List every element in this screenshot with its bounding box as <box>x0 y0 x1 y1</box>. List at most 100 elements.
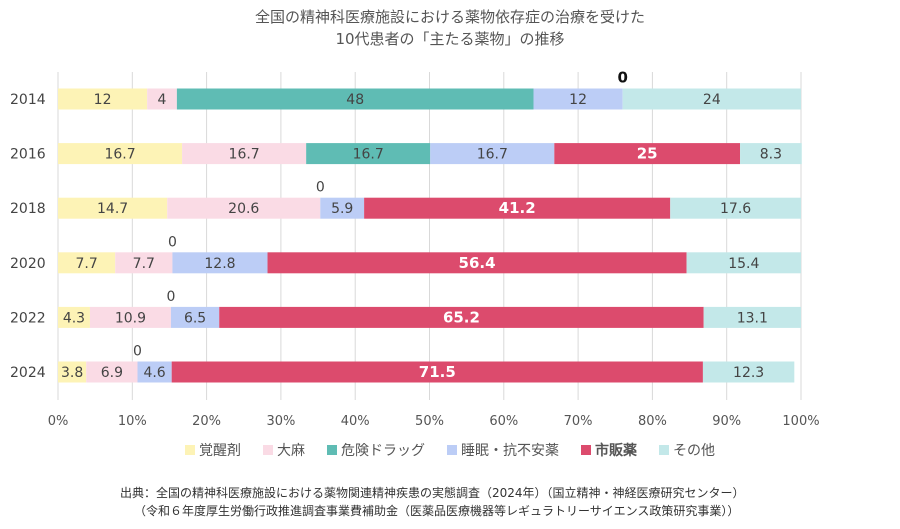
y-tick-label-2018: 2018 <box>10 201 46 217</box>
bar-2018-3 <box>320 197 365 219</box>
data-label-2020-5: 15.4 <box>728 256 759 272</box>
x-tick-label-0: 0% <box>48 414 69 429</box>
legend-item-5: その他 <box>659 440 715 460</box>
bar-2020-5 <box>686 252 801 274</box>
bar-2022-4 <box>219 306 704 328</box>
legend-item-0: 覚醒剤 <box>185 440 241 460</box>
chart-title: 全国の精神科医療施設における薬物依存症の治療を受けた 10代患者の「主たる薬物」… <box>0 6 900 50</box>
data-label-2018-0: 14.7 <box>97 201 128 217</box>
data-label-2018-2: 0 <box>316 180 325 196</box>
data-label-2022-2: 0 <box>166 289 175 305</box>
bar-2016-3 <box>430 143 555 165</box>
data-label-2022-1: 10.9 <box>115 310 146 326</box>
legend-label-1: 大麻 <box>277 443 305 459</box>
legend-label-4: 市販薬 <box>595 443 637 459</box>
legend-label-3: 睡眠・抗不安薬 <box>461 443 559 459</box>
bar-2022-0 <box>58 306 90 328</box>
bar-2018-5 <box>670 197 801 219</box>
bar-2020-0 <box>58 252 116 274</box>
legend-item-3: 睡眠・抗不安薬 <box>447 440 559 460</box>
data-label-2022-0: 4.3 <box>63 310 85 326</box>
legend-label-0: 覚醒剤 <box>199 443 241 459</box>
bar-2022-1 <box>89 306 171 328</box>
data-label-2016-3: 16.7 <box>477 147 508 163</box>
data-label-2016-5: 8.3 <box>760 147 782 163</box>
data-label-2020-4: 56.4 <box>459 254 496 272</box>
data-label-2014-0: 12 <box>94 92 112 108</box>
data-label-2014-3: 12 <box>569 92 587 108</box>
chart-legend: 覚醒剤 大麻 危険ドラッグ 睡眠・抗不安薬 市販薬 その他 <box>0 440 900 460</box>
y-tick-label-2020: 2020 <box>10 256 46 272</box>
x-tick-label-10: 100% <box>782 414 819 429</box>
data-label-2018-4: 41.2 <box>499 199 536 217</box>
data-label-2024-0: 3.8 <box>61 365 83 381</box>
x-tick-label-3: 30% <box>266 414 295 429</box>
data-label-2016-0: 16.7 <box>104 147 135 163</box>
bar-2022-5 <box>703 306 801 328</box>
x-tick-label-9: 90% <box>712 414 741 429</box>
y-tick-label-2024: 2024 <box>10 365 46 381</box>
legend-item-4: 市販薬 <box>581 440 637 460</box>
data-label-2018-5: 17.6 <box>720 201 751 217</box>
source-line-1: 出典：全国の精神科医療施設における薬物関連精神疾患の実態調査（2024年）（国立… <box>120 486 745 500</box>
bar-2022-3 <box>170 306 220 328</box>
x-tick-label-5: 50% <box>415 414 444 429</box>
bar-2014-2 <box>176 88 534 110</box>
bar-2016-0 <box>58 143 183 165</box>
bar-2018-0 <box>58 197 168 219</box>
bar-2014-3 <box>533 88 623 110</box>
legend-label-2: 危険ドラッグ <box>341 443 425 459</box>
x-tick-label-2: 20% <box>192 414 221 429</box>
legend-swatch-0 <box>185 445 195 455</box>
bar-2024-3 <box>137 361 172 383</box>
x-tick-label-8: 80% <box>638 414 667 429</box>
bar-2020-4 <box>267 252 687 274</box>
legend-swatch-4 <box>581 445 591 455</box>
data-label-2016-2: 16.7 <box>353 147 384 163</box>
bar-2024-1 <box>86 361 138 383</box>
legend-swatch-3 <box>447 445 457 455</box>
bar-2018-4 <box>364 197 671 219</box>
data-label-2024-4: 71.5 <box>419 363 456 381</box>
data-label-2016-4: 25 <box>637 145 658 163</box>
data-label-2020-2: 0 <box>168 234 177 250</box>
x-tick-label-7: 70% <box>564 414 593 429</box>
x-tick-label-6: 60% <box>489 414 518 429</box>
data-label-2016-1: 16.7 <box>229 147 260 163</box>
bar-2016-5 <box>740 143 802 165</box>
bar-2024-0 <box>58 361 87 383</box>
legend-swatch-1 <box>263 445 273 455</box>
source-line-2: （令和６年度厚生労働行政推進調査事業費補助金（医薬品医療機器等レギュラトリーサイ… <box>134 504 740 518</box>
chart-title-line-2: 10代患者の「主たる薬物」の推移 <box>335 30 565 48</box>
legend-item-1: 大麻 <box>263 440 305 460</box>
bar-2014-1 <box>147 88 177 110</box>
legend-swatch-5 <box>659 445 669 455</box>
bar-2024-5 <box>702 361 795 383</box>
data-label-2014-4: 0 <box>617 69 627 87</box>
bar-2014-0 <box>58 88 148 110</box>
y-tick-label-2016: 2016 <box>10 147 46 163</box>
data-label-2020-3: 12.8 <box>204 256 235 272</box>
bar-2016-2 <box>306 143 431 165</box>
data-label-2018-3: 5.9 <box>331 201 353 217</box>
x-tick-label-1: 10% <box>118 414 147 429</box>
chart-title-line-1: 全国の精神科医療施設における薬物依存症の治療を受けた <box>254 8 645 26</box>
data-label-2024-5: 12.3 <box>733 365 764 381</box>
y-tick-label-2014: 2014 <box>10 92 46 108</box>
data-label-2024-1: 6.9 <box>101 365 123 381</box>
data-label-2020-1: 7.7 <box>133 256 155 272</box>
data-label-2024-3: 4.6 <box>143 365 165 381</box>
bar-2016-1 <box>182 143 307 165</box>
bar-2024-4 <box>171 361 703 383</box>
data-label-2014-5: 24 <box>703 92 721 108</box>
source-note: 出典：全国の精神科医療施設における薬物関連精神疾患の実態調査（2024年）（国立… <box>120 484 880 520</box>
bar-2016-4 <box>554 143 741 165</box>
data-label-2022-4: 65.2 <box>443 308 480 326</box>
legend-swatch-2 <box>327 445 337 455</box>
legend-item-2: 危険ドラッグ <box>327 440 425 460</box>
data-label-2018-1: 20.6 <box>228 201 259 217</box>
data-label-2014-2: 48 <box>346 92 364 108</box>
bar-2014-5 <box>622 88 801 110</box>
data-label-2024-2: 0 <box>133 344 142 360</box>
